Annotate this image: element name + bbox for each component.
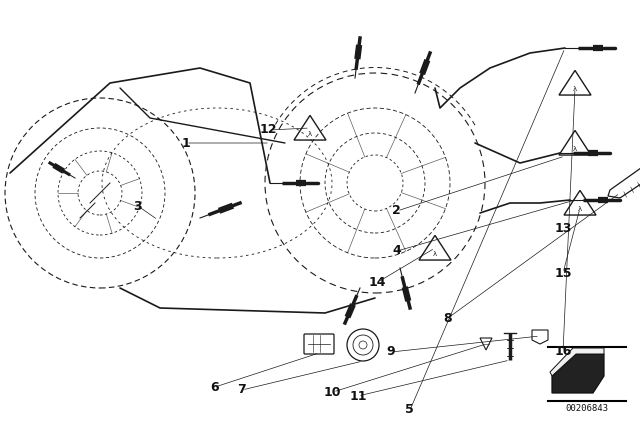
- Text: λ: λ: [433, 251, 437, 257]
- Text: λ: λ: [578, 206, 582, 212]
- Text: λ: λ: [573, 146, 577, 152]
- Text: 16: 16: [554, 345, 572, 358]
- Text: 9: 9: [386, 345, 395, 358]
- Text: 5: 5: [405, 403, 414, 417]
- Text: 14: 14: [369, 276, 387, 289]
- Text: 6: 6: [210, 381, 219, 394]
- Text: 4: 4: [392, 244, 401, 258]
- Polygon shape: [550, 348, 604, 376]
- Text: λ: λ: [573, 86, 577, 92]
- Text: 3: 3: [133, 199, 142, 213]
- Text: 00206843: 00206843: [566, 404, 609, 413]
- Text: 1: 1: [181, 137, 190, 150]
- Text: 7: 7: [237, 383, 246, 396]
- Text: 2: 2: [392, 204, 401, 217]
- Text: 15: 15: [554, 267, 572, 280]
- Text: 12: 12: [260, 123, 278, 137]
- Text: 13: 13: [554, 222, 572, 235]
- Text: 10: 10: [324, 385, 342, 399]
- Text: 8: 8: [444, 311, 452, 325]
- Polygon shape: [552, 354, 604, 393]
- Text: λ: λ: [308, 131, 312, 137]
- Text: 11: 11: [349, 390, 367, 403]
